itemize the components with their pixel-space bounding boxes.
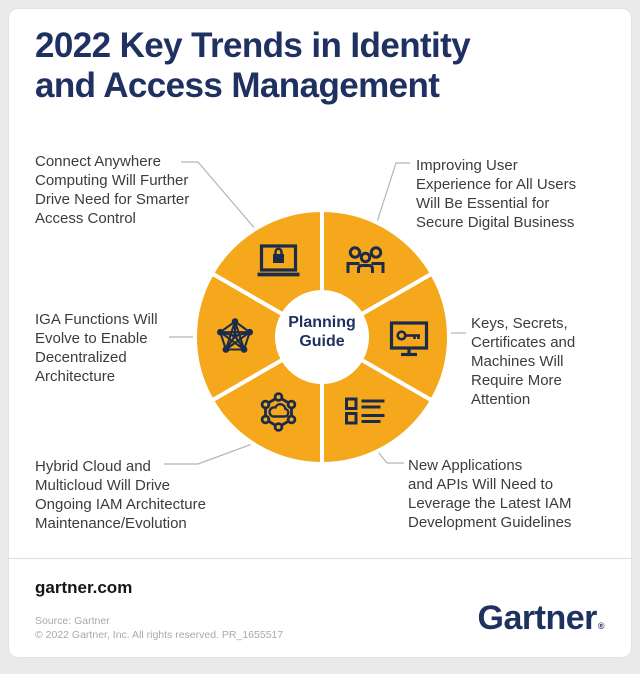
gartner-logo-text: Gartner xyxy=(477,599,598,637)
gartner-website-link[interactable]: gartner.com xyxy=(35,578,133,597)
registered-mark-icon: ® xyxy=(597,621,605,631)
trend-label-iga-functions: IGA Functions Will Evolve to Enable Dece… xyxy=(35,311,158,385)
page-title: 2022 Key Trends in Identity and Access M… xyxy=(35,26,471,105)
donut-diagram xyxy=(193,208,451,466)
checklist-icon xyxy=(345,397,385,425)
source-text: Source: Gartner xyxy=(35,615,110,627)
trend-label-new-applications: New Applications and APIs Will Need to L… xyxy=(408,457,572,531)
segment-hybrid-cloud xyxy=(210,357,324,466)
cloud-network-icon xyxy=(260,392,297,432)
donut-center xyxy=(277,292,367,382)
trend-label-connect-anywhere: Connect Anywhere Computing Will Further … xyxy=(35,153,190,227)
trend-label-keys-secrets: Keys, Secrets, Certificates and Machines… xyxy=(471,315,576,408)
monitor-key-icon xyxy=(389,321,429,357)
trend-label-improving-user-experience: Improving User Experience for All Users … xyxy=(416,157,577,231)
footer-divider xyxy=(8,558,632,559)
gartner-logo: Gartner® xyxy=(477,599,605,638)
trend-label-hybrid-cloud: Hybrid Cloud and Multicloud Will Drive O… xyxy=(35,458,206,532)
mesh-network-icon xyxy=(217,318,253,353)
user-group-icon xyxy=(346,246,385,273)
donut-center-label: Planning Guide xyxy=(288,314,356,350)
laptop-lock-icon xyxy=(257,244,300,277)
copyright-text: © 2022 Gartner, Inc. All rights reserved… xyxy=(35,628,284,641)
legal-text: Source: Gartner © 2022 Gartner, Inc. All… xyxy=(35,615,283,642)
